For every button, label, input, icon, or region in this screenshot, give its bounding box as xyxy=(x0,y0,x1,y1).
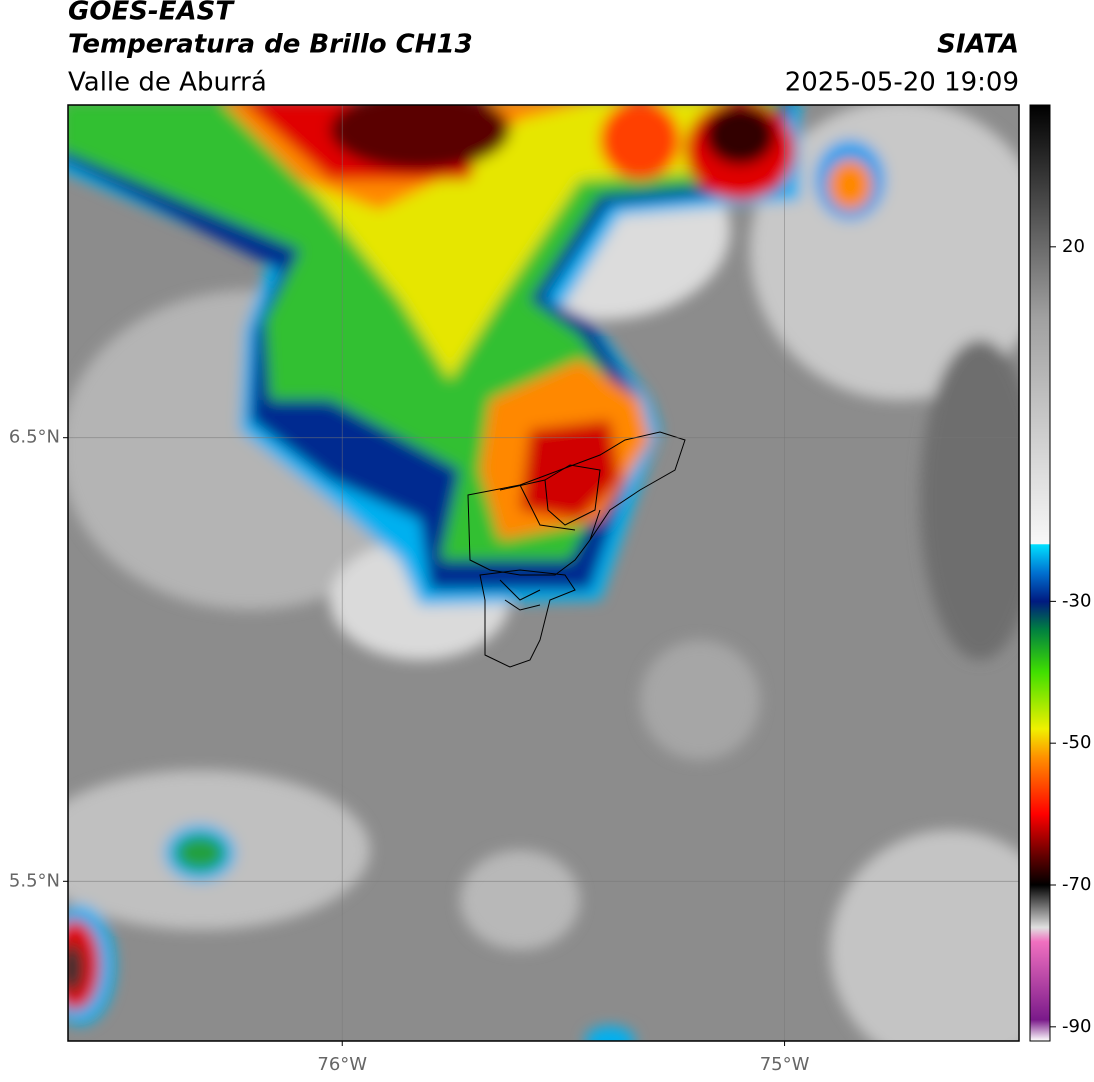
x-tick-label: 76°W xyxy=(317,1054,367,1075)
source: SIATA xyxy=(937,30,1019,60)
colorbar-tick-label: -50 xyxy=(1062,732,1091,753)
colorbar-tick-label: 20 xyxy=(1062,236,1085,257)
datetime: 2025-05-20 19:09 xyxy=(785,68,1019,98)
colorbar xyxy=(1029,104,1051,1042)
x-tick-label: 75°W xyxy=(760,1054,810,1075)
satellite-image xyxy=(68,105,1019,1041)
y-tick-label: 5.5°N xyxy=(9,870,60,891)
colorbar-tick-label: -70 xyxy=(1062,874,1091,895)
colorbar-tick-label: -90 xyxy=(1062,1016,1091,1037)
region: Valle de Aburrá xyxy=(68,68,267,98)
subtitle: Temperatura de Brillo CH13 xyxy=(68,30,473,60)
title: GOES-EAST xyxy=(68,0,235,27)
map-frame xyxy=(67,104,1020,1042)
colorbar-tick-label: -30 xyxy=(1062,590,1091,611)
y-tick-label: 6.5°N xyxy=(9,427,60,448)
